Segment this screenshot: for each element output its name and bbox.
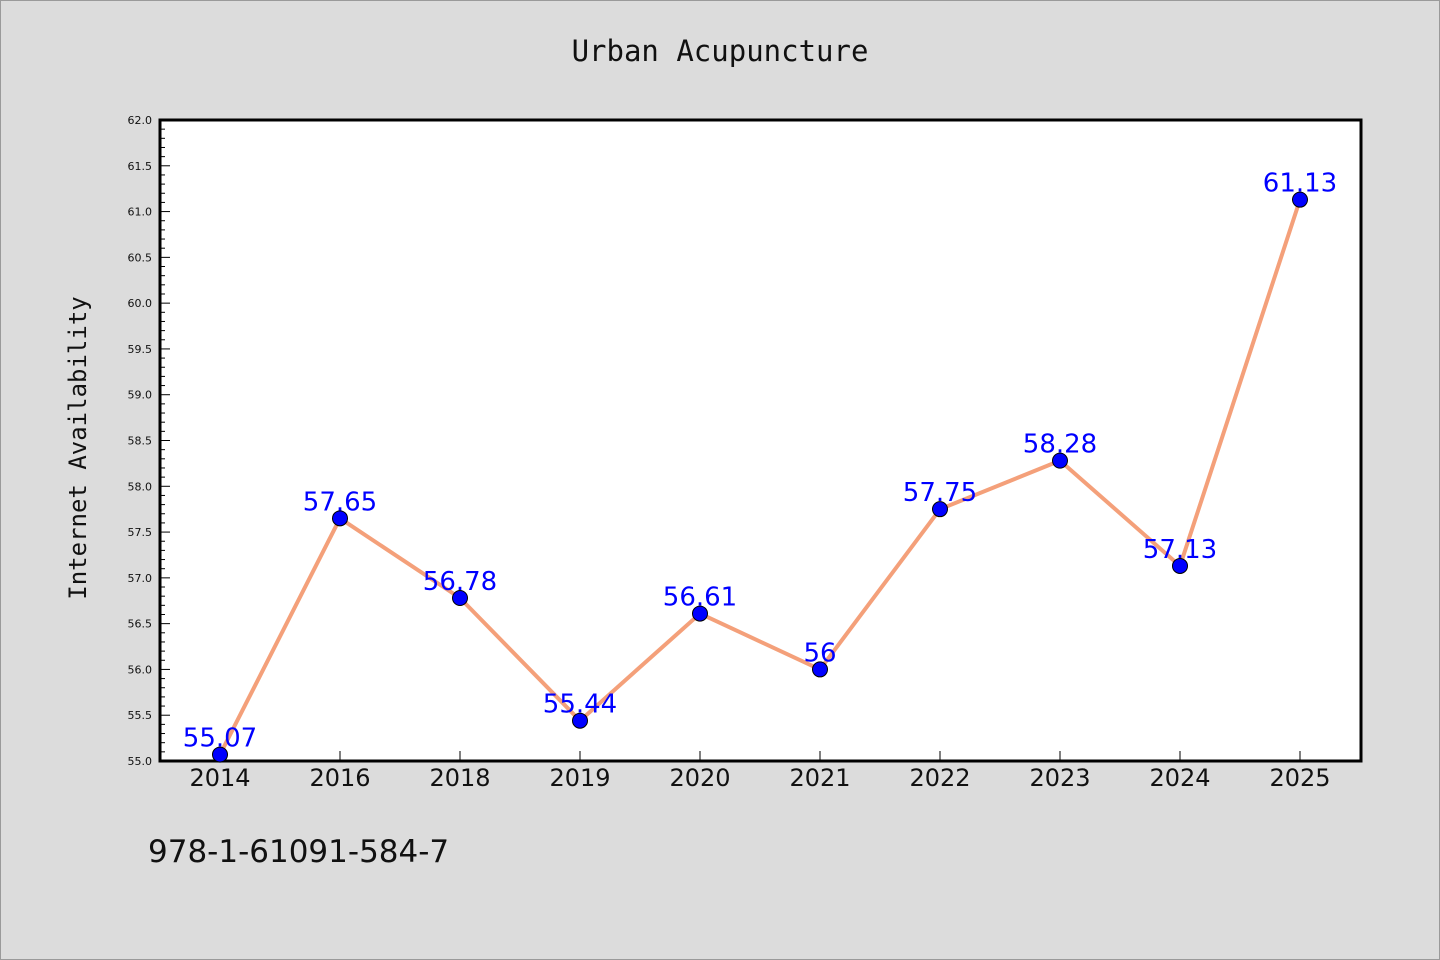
- x-tick-label: 2021: [789, 764, 850, 792]
- data-label: 55.44: [543, 690, 617, 720]
- chart-title: Urban Acupuncture: [571, 34, 869, 68]
- y-tick-label: 55.0: [128, 755, 153, 768]
- y-tick-label: 59.0: [128, 389, 153, 402]
- data-point: [1292, 191, 1308, 208]
- x-tick-label: 2022: [909, 764, 970, 792]
- x-axis: 2014 2016 2018 2019 2020 2021 2022 2023 2024 2025: [189, 751, 1331, 792]
- y-tick-label: 60.0: [128, 297, 153, 310]
- data-label: 58.28: [1023, 430, 1097, 460]
- y-axis: 55.0 55.5 56.0 56.5 57.0 57.5 58.0 58.5 59.0 59.5…: [128, 114, 170, 768]
- data-label: 57.65: [303, 487, 377, 517]
- data-markers: [212, 191, 1308, 763]
- data-point: [332, 510, 348, 527]
- data-point: [932, 501, 948, 518]
- data-label: 61.13: [1263, 169, 1337, 199]
- x-tick-label: 2020: [669, 764, 730, 792]
- data-label: 56.78: [423, 567, 497, 597]
- y-tick-label: 56.5: [128, 618, 153, 631]
- data-label: 55.07: [183, 724, 257, 754]
- y-tick-label: 61.5: [128, 160, 153, 173]
- data-point: [452, 590, 468, 607]
- x-tick-label: 2023: [1029, 764, 1090, 792]
- data-point: [212, 746, 228, 763]
- x-tick-label: 2025: [1269, 764, 1330, 792]
- data-point: [812, 661, 828, 678]
- data-label: 56.61: [663, 583, 737, 613]
- x-tick-label: 2016: [309, 764, 370, 792]
- data-point: [1172, 557, 1188, 574]
- y-tick-label: 60.5: [128, 251, 153, 264]
- series-line: [218, 199, 1302, 756]
- y-tick-label: 58.5: [128, 435, 153, 448]
- x-tick-label: 2014: [189, 764, 250, 792]
- data-point: [572, 712, 588, 729]
- data-point: [692, 605, 708, 622]
- data-point: [1052, 452, 1068, 469]
- y-tick-label: 62.0: [128, 114, 153, 127]
- y-tick-label: 59.5: [128, 343, 153, 356]
- data-label: 56: [803, 638, 836, 668]
- x-tick-label: 2018: [429, 764, 490, 792]
- data-label: 57.75: [903, 478, 977, 508]
- y-tick-label: 56.0: [128, 663, 153, 676]
- y-tick-label: 58.0: [128, 480, 153, 493]
- data-labels: 55.07 57.65 56.78 55.44 56.61 56 57.75 58.28 57.…: [183, 169, 1337, 754]
- x-tick-label: 2024: [1149, 764, 1210, 792]
- y-axis-title: Internet Availability: [64, 296, 92, 599]
- isbn-text: 978-1-61091-584-7: [148, 834, 450, 870]
- data-label: 57.13: [1143, 535, 1217, 565]
- y-tick-label: 55.5: [128, 709, 153, 722]
- x-tick-label: 2019: [549, 764, 610, 792]
- plot-area: [158, 118, 1363, 763]
- y-tick-label: 61.0: [128, 206, 153, 219]
- y-tick-label: 57.5: [128, 526, 153, 539]
- y-tick-label: 57.0: [128, 572, 153, 585]
